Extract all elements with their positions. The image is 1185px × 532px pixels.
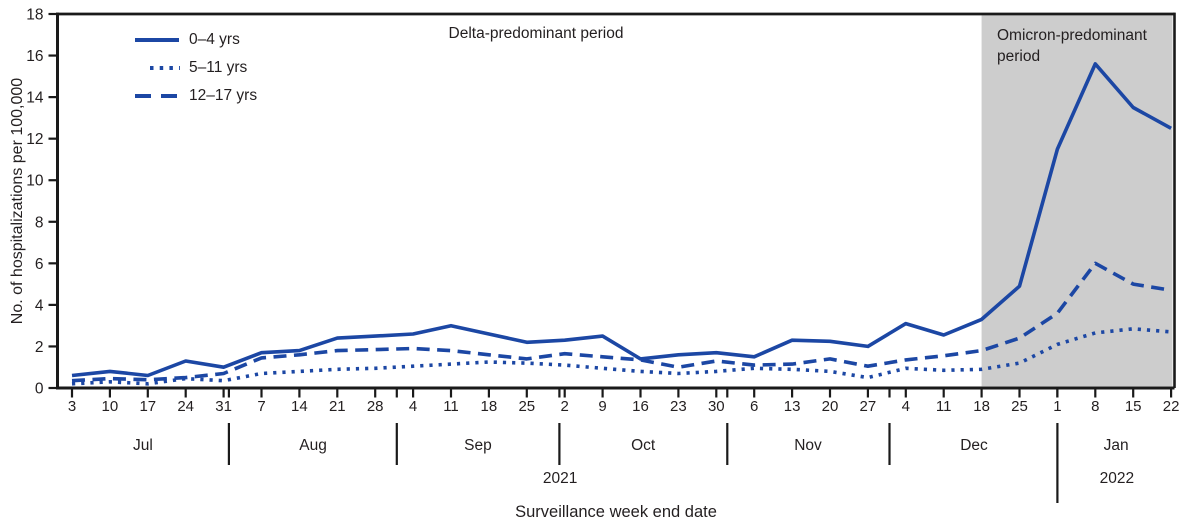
legend-item-0-4-yrs: 0–4 yrs (134, 26, 257, 54)
x-tick-label: 20 (822, 398, 839, 415)
omicron-period-label-line2: period (997, 47, 1041, 65)
legend-item-5-11-yrs: 5–11 yrs (134, 54, 257, 82)
legend-item-12-17-yrs: 12–17 yrs (134, 82, 257, 110)
omicron-period-label-line1: Omicron-predominant (997, 27, 1147, 44)
legend-dashed-line-icon (135, 94, 179, 98)
month-label: Jul (133, 437, 153, 454)
x-tick-label: 7 (257, 398, 265, 415)
x-tick-label: 11 (936, 398, 952, 415)
x-tick-label: 25 (1011, 398, 1028, 415)
y-tick-label: 16 (26, 48, 43, 65)
series-line-dotted (71, 326, 1172, 386)
legend-label: 0–4 yrs (189, 31, 240, 48)
y-tick-label: 4 (35, 297, 44, 314)
x-tick-label: 11 (443, 398, 459, 415)
delta-period-label: Delta-predominant period (448, 25, 624, 42)
y-tick-label: 18 (26, 7, 43, 24)
y-tick-label: 2 (35, 339, 44, 356)
x-tick-label: 18 (481, 398, 498, 415)
y-tick-label: 14 (26, 90, 44, 107)
legend-label: 5–11 yrs (189, 59, 248, 76)
x-tick-label: 23 (670, 398, 687, 415)
omicron-period-label: Omicron-predominant period (997, 26, 1177, 67)
x-tick-label: 30 (708, 398, 725, 415)
x-tick-label: 1 (1053, 398, 1061, 415)
month-label: Aug (299, 437, 327, 454)
legend-label: 12–17 yrs (189, 87, 258, 104)
series-line-solid (71, 62, 1172, 378)
x-tick-label: 16 (632, 398, 649, 415)
y-axis-title: No. of hospitalizations per 100,000 (9, 77, 26, 325)
x-tick-label: 6 (750, 398, 758, 415)
y-tick-label: 0 (35, 381, 44, 398)
x-tick-label: 2 (561, 398, 569, 415)
year-label: 2022 (1100, 470, 1134, 487)
x-axis-title: Surveillance week end date (515, 503, 717, 521)
x-tick-label: 17 (139, 398, 156, 415)
legend-dotted-line-icon (150, 66, 180, 70)
month-label: Jan (1104, 437, 1129, 454)
x-tick-label: 10 (102, 398, 119, 415)
month-label: Nov (794, 437, 822, 454)
x-tick-label: 9 (598, 398, 606, 415)
year-label: 2021 (543, 470, 577, 487)
x-tick-label: 14 (291, 398, 308, 415)
y-tick-label: 8 (35, 214, 44, 231)
x-tick-label: 18 (973, 398, 990, 415)
x-tick-label: 13 (784, 398, 801, 415)
x-tick-label: 28 (367, 398, 384, 415)
x-tick-label: 25 (518, 398, 535, 415)
x-tick-label: 4 (409, 398, 417, 415)
month-label: Sep (464, 437, 492, 454)
x-tick-label: 24 (177, 398, 194, 415)
x-tick-label: 3 (68, 398, 76, 415)
x-tick-label: 27 (860, 398, 877, 415)
x-tick-label: 21 (329, 398, 346, 415)
month-label: Dec (960, 437, 988, 454)
x-tick-label: 15 (1125, 398, 1142, 415)
y-tick-label: 12 (26, 131, 43, 148)
legend-solid-line-icon (135, 38, 179, 42)
x-tick-label: 22 (1163, 398, 1180, 415)
series-line-dashed (71, 261, 1172, 383)
omicron-shaded-region (981, 15, 1173, 387)
y-tick-label: 6 (35, 256, 44, 273)
x-tick-label: 8 (1091, 398, 1099, 415)
y-tick-label: 10 (26, 173, 44, 190)
legend: 0–4 yrs 5–11 yrs 12–17 yrs (134, 26, 257, 110)
month-label: Oct (631, 437, 656, 454)
x-tick-label: 4 (902, 398, 910, 415)
x-tick-label: 31 (215, 398, 232, 415)
